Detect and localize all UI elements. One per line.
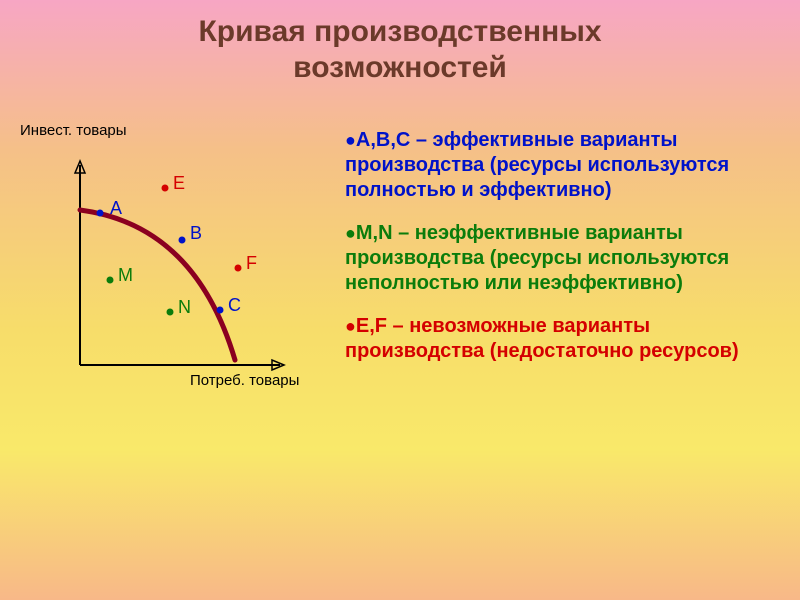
y-axis-label: Инвест. товары	[20, 122, 127, 139]
title-line-1: Кривая производственных	[0, 14, 800, 50]
legend-ef: ●E,F – невозможные варианты производства…	[345, 314, 785, 364]
title-line-2: возможностей	[0, 50, 800, 86]
point-label-n: N	[178, 297, 191, 318]
point-label-b: B	[190, 223, 202, 244]
x-axis-label: Потреб. товары	[190, 372, 299, 389]
ppf-chart: Инвест. товары Потреб. товары AEBFMCN	[20, 140, 320, 400]
point-label-c: C	[228, 295, 241, 316]
point-label-e: E	[173, 173, 185, 194]
point-label-f: F	[246, 253, 257, 274]
page-title: Кривая производственных возможностей	[0, 0, 800, 86]
chart-svg	[20, 140, 320, 400]
legend-abc: ●A,B,C – эффективные варианты производст…	[345, 128, 785, 203]
legend-column: ●A,B,C – эффективные варианты производст…	[345, 128, 785, 382]
point-label-m: M	[118, 265, 133, 286]
legend-mn: ●M,N – неэффективные варианты производст…	[345, 221, 785, 296]
point-label-a: A	[110, 198, 122, 219]
